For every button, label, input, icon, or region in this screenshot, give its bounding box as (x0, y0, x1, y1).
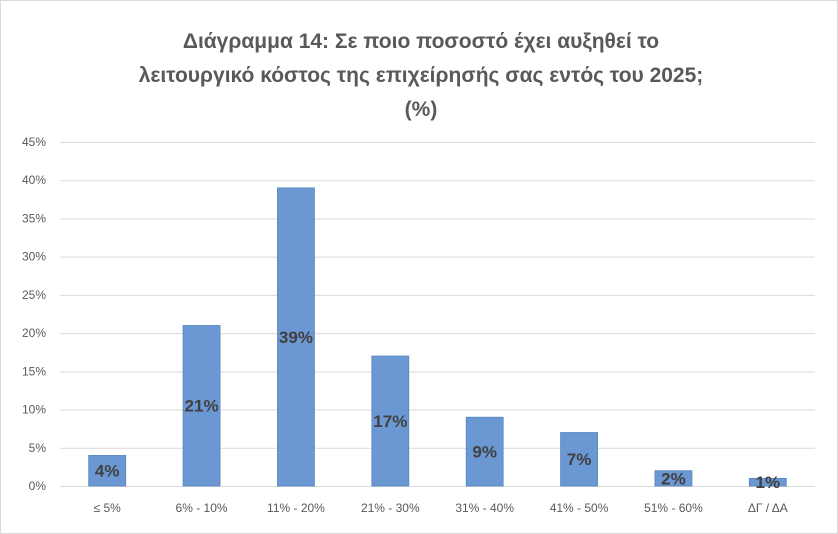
bar (748, 477, 787, 487)
x-tick-label: 41% - 50% (550, 501, 609, 515)
bars (88, 187, 787, 487)
x-tick-label: ≤ 5% (94, 501, 122, 515)
y-tick-label: 20% (22, 326, 46, 340)
chart-title-line-1: Διάγραμμα 14: Σε ποιο ποσοστό έχει αυξηθ… (182, 30, 660, 53)
y-tick-label: 25% (22, 288, 46, 302)
y-tick-label: 15% (22, 364, 46, 378)
bar (182, 325, 221, 487)
y-tick-label: 0% (29, 479, 47, 493)
x-tick-label: 11% - 20% (267, 501, 325, 515)
data-label: 39% (279, 328, 313, 347)
x-tick-label: 51% - 60% (644, 501, 703, 515)
y-axis-ticks: 0% 5% 10% 15% 20% 25% 30% 35% 40% 45% (22, 135, 46, 493)
data-label: 7% (567, 450, 592, 469)
y-tick-label: 45% (22, 135, 46, 149)
x-tick-label: ΔΓ / ΔΑ (748, 501, 788, 515)
x-tick-label: 21% - 30% (361, 501, 420, 515)
data-label: 9% (472, 443, 497, 462)
data-label: 2% (661, 469, 686, 488)
data-labels: 4% 21% 39% 17% 9% 7% 2% 1% (95, 328, 780, 492)
chart-title-line-3: (%) (404, 98, 438, 121)
bar (465, 416, 504, 487)
x-tick-label: 31% - 40% (455, 501, 514, 515)
x-axis-ticks: ≤ 5% 6% - 10% 11% - 20% 21% - 30% 31% - 40% 4… (94, 501, 788, 515)
data-label: 1% (756, 473, 781, 492)
data-label: 17% (373, 412, 407, 431)
y-tick-label: 35% (22, 211, 46, 225)
chart-title: Διάγραμμα 14: Σε ποιο ποσοστό έχει αυξηθ… (61, 25, 781, 127)
y-tick-label: 10% (22, 403, 46, 417)
data-label: 4% (95, 462, 120, 481)
chart-title-line-2: λειτουργικό κόστος της επιχείρησής σας ε… (138, 64, 704, 87)
bar (654, 470, 693, 487)
gridlines (60, 142, 815, 487)
bar (560, 432, 598, 487)
bar (277, 187, 315, 487)
y-tick-label: 30% (22, 250, 46, 264)
bar (88, 455, 127, 487)
y-tick-label: 5% (29, 441, 47, 455)
y-tick-label: 40% (22, 173, 46, 187)
data-label: 21% (185, 397, 219, 416)
x-tick-label: 6% - 10% (176, 501, 228, 515)
bar (371, 355, 410, 487)
